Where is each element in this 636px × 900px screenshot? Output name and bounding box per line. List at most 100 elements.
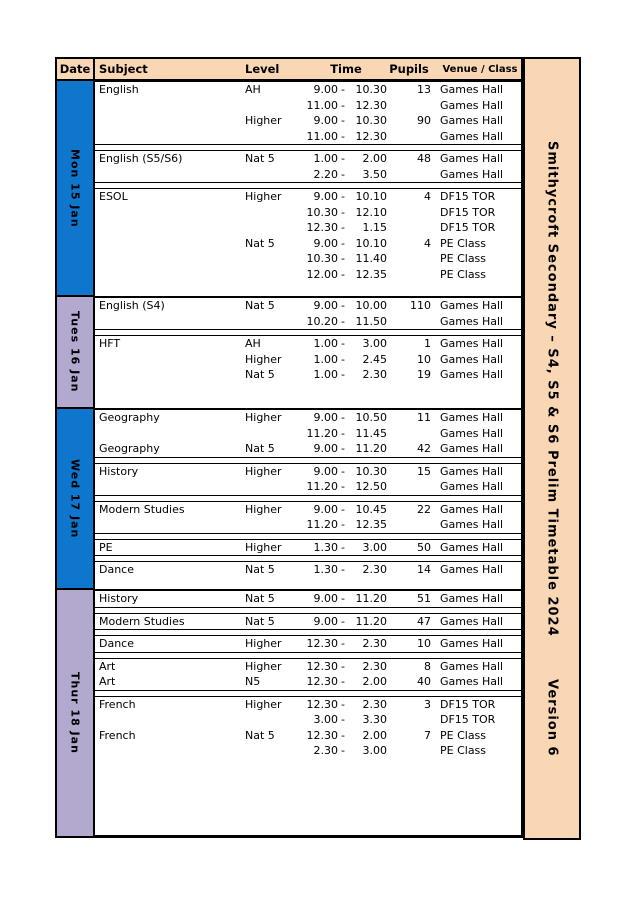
cell-time-end: 2.00 (362, 152, 388, 165)
cell-time-end: 10.45 (355, 502, 388, 516)
cell-venue: DF15 TOR (440, 697, 496, 711)
cell-time-dash: - (341, 83, 345, 96)
exam-row: 12.00 - 12.35 PE Class (95, 267, 521, 283)
cell-time-start: 9.00 (313, 114, 339, 127)
cell-level (242, 267, 305, 283)
cell-time-end: 2.00 (362, 675, 388, 688)
cell-level: Higher (245, 114, 282, 127)
cell-subject: Modern Studies (99, 502, 185, 516)
exam-row: English (S5/S6) Nat 5 1.00 - 2.00 48 Gam… (95, 151, 521, 167)
cell-pupils: 10 (417, 637, 431, 650)
cell-pupils: 19 (417, 368, 431, 381)
day-content: History Nat 5 9.00 - 11.20 51 Games Hall… (95, 590, 521, 836)
day-content: English AH 9.00 - 10.30 13 Games Hall 11… (95, 81, 521, 297)
cell-pupils (387, 426, 431, 442)
date-label: Wed 17 Jan (68, 458, 82, 539)
cell-subject (95, 712, 242, 728)
cell-pupils (387, 205, 431, 221)
cell-venue: Games Hall (440, 129, 504, 143)
cell-subject (95, 113, 242, 129)
cell-subject (95, 517, 242, 533)
cell-time-end: 3.00 (362, 540, 388, 554)
cell-time-dash: - (341, 252, 345, 265)
cell-time-dash: - (341, 502, 345, 516)
cell-subject: History (99, 592, 139, 605)
cell-venue: PE Class (440, 744, 487, 757)
exam-row: 11.20 - 11.45 Games Hall (95, 426, 521, 442)
side-title-main: Smithycroft Secondary – S4, S5 & S6 Prel… (544, 140, 560, 637)
cell-level: Higher (245, 659, 282, 673)
cell-venue: Games Hall (440, 614, 504, 628)
cell-venue: Games Hall (440, 518, 504, 531)
cell-venue: Games Hall (440, 592, 504, 605)
cell-venue: PE Class (440, 236, 487, 250)
cell-pupils (387, 220, 431, 236)
cell-time-start: 3.00 (313, 713, 339, 726)
exam-row: HFT AH 1.00 - 3.00 1 Games Hall (95, 336, 521, 352)
cell-subject (95, 314, 242, 330)
cell-time-start: 11.00 (306, 129, 339, 143)
cell-time-dash: - (341, 480, 345, 493)
cell-pupils (387, 251, 431, 267)
cell-pupils: 3 (424, 697, 431, 711)
exam-row: 2.20 - 3.50 Games Hall (95, 167, 521, 183)
cell-subject: PE (99, 540, 113, 554)
cell-pupils: 7 (424, 728, 431, 742)
cell-subject (95, 98, 242, 114)
cell-level: Higher (245, 352, 282, 366)
cell-subject (95, 205, 242, 221)
cell-pupils (387, 712, 431, 728)
cell-time-dash: - (341, 464, 345, 478)
cell-time-dash: - (341, 675, 345, 688)
day-content: English (S4) Nat 5 9.00 - 10.00 110 Game… (95, 297, 521, 409)
cell-time-start: 10.20 (306, 314, 339, 328)
cell-level: Nat 5 (245, 236, 275, 250)
cell-time-start: 1.30 (313, 563, 339, 576)
cell-subject: Art (99, 659, 116, 673)
cell-subject: English (S5/S6) (99, 152, 183, 165)
cell-subject (95, 167, 242, 183)
cell-pupils: 4 (424, 190, 431, 203)
cell-time-start: 12.30 (306, 221, 339, 234)
exam-row: ESOL Higher 9.00 - 10.10 4 DF15 TOR (95, 189, 521, 205)
cell-time-dash: - (341, 637, 345, 650)
header-grid: Subject Level Time Pupils Venue / Class (95, 59, 521, 79)
cell-pupils: 42 (417, 442, 431, 455)
cell-time-start: 12.30 (306, 675, 339, 688)
day-section: Tues 16 Jan English (S4) Nat 5 9.00 - 10… (57, 297, 521, 409)
exam-row: 11.20 - 12.50 Games Hall (95, 479, 521, 495)
cell-pupils (387, 479, 431, 495)
cell-subject (95, 426, 242, 442)
cell-subject: English (99, 83, 139, 96)
cell-venue: Games Hall (440, 426, 504, 440)
cell-level: Higher (245, 502, 282, 516)
cell-time-start: 11.20 (306, 480, 339, 493)
cell-level: Nat 5 (245, 152, 275, 165)
cell-level: Nat 5 (245, 563, 275, 576)
cell-pupils: 8 (424, 659, 431, 673)
exam-block: HFT AH 1.00 - 3.00 1 Games Hall Higher 1… (95, 335, 521, 409)
cell-pupils: 90 (417, 114, 431, 127)
exam-row: Nat 5 9.00 - 10.10 4 PE Class (95, 236, 521, 252)
cell-pupils: 50 (417, 540, 431, 554)
cell-time-start: 2.20 (313, 167, 339, 181)
exam-block: PE Higher 1.30 - 3.00 50 Games Hall (95, 538, 521, 556)
cell-time-dash: - (341, 152, 345, 165)
cell-time-dash: - (341, 337, 345, 350)
cell-time-dash: - (341, 236, 345, 250)
exam-block: Dance Nat 5 1.30 - 2.30 14 Games Hall (95, 561, 521, 590)
cell-venue: DF15 TOR (440, 713, 496, 726)
cell-time-start: 9.00 (313, 502, 339, 516)
cell-time-end: 10.10 (355, 236, 388, 250)
cell-time-end: 10.30 (355, 83, 388, 96)
cell-level: AH (245, 337, 261, 350)
cell-time-dash: - (341, 129, 345, 143)
day-section: Wed 17 Jan Geography Higher 9.00 - 10.50… (57, 409, 521, 590)
exam-row: History Nat 5 9.00 - 11.20 51 Games Hall (95, 591, 521, 607)
cell-level: N5 (245, 675, 261, 688)
cell-time-end: 10.50 (355, 411, 388, 424)
cell-time-dash: - (341, 167, 345, 181)
cell-venue: Games Hall (440, 563, 504, 576)
cell-venue: DF15 TOR (440, 221, 496, 234)
cell-time-dash: - (341, 221, 345, 234)
